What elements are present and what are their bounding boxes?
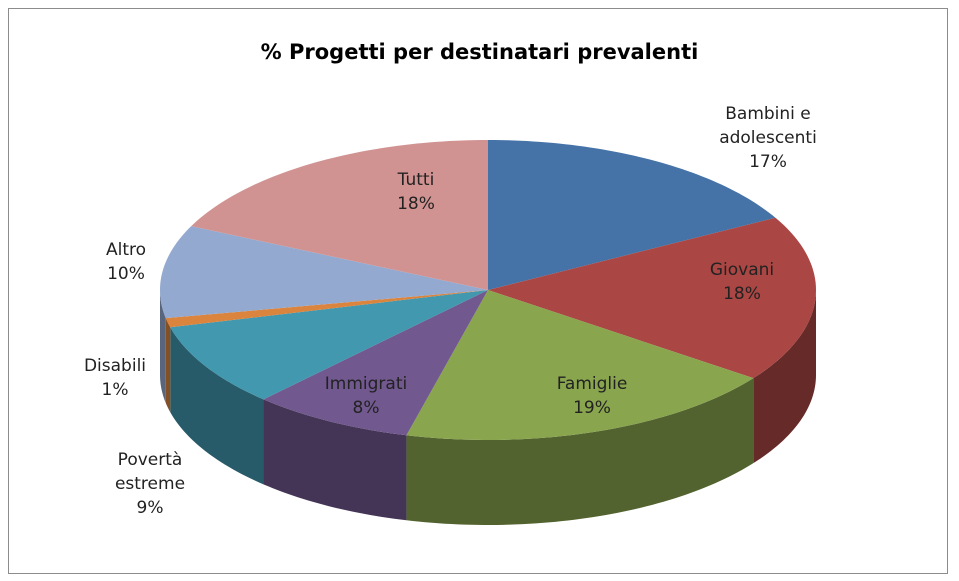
slice-side <box>160 290 166 404</box>
slice <box>165 290 488 328</box>
slice <box>263 290 488 436</box>
slice <box>191 140 488 290</box>
percent-label: 18% <box>397 194 435 214</box>
slice <box>170 290 489 400</box>
slice-side <box>406 378 754 525</box>
percent-label: 8% <box>352 398 380 418</box>
slice <box>488 140 776 290</box>
category-label: Giovani <box>709 260 775 280</box>
category-label: Altro <box>105 240 147 260</box>
percent-label: 18% <box>723 284 761 304</box>
slice-side <box>170 327 264 485</box>
data-label: Immigrati 8% <box>296 372 436 420</box>
category-label: Bambini e adolescenti <box>719 104 817 148</box>
category-label: Disabili <box>83 356 147 376</box>
slice-side <box>165 318 171 413</box>
percent-label: 9% <box>136 498 164 518</box>
percent-label: 17% <box>749 152 787 172</box>
slice-side <box>753 290 816 464</box>
data-label: Tutti 18% <box>346 168 486 216</box>
percent-label: 19% <box>573 398 611 418</box>
chart-frame <box>8 8 948 574</box>
percent-label: 10% <box>107 264 145 284</box>
slice <box>406 290 754 440</box>
category-label: Famiglie <box>556 374 628 394</box>
data-label: Altro 10% <box>56 238 196 286</box>
data-label: Povertà estreme 9% <box>105 448 195 520</box>
category-label: Povertà estreme <box>114 450 186 494</box>
slice <box>160 226 488 319</box>
data-label: Famiglie 19% <box>522 372 662 420</box>
category-label: Tutti <box>397 170 435 190</box>
chart-title: % Progetti per destinatari prevalenti <box>260 40 699 64</box>
slice-side <box>263 399 407 521</box>
percent-label: 1% <box>101 380 129 400</box>
data-label: Disabili 1% <box>45 354 185 402</box>
data-label: Giovani 18% <box>672 258 812 306</box>
slice <box>488 217 816 379</box>
data-label: Bambini e adolescenti 17% <box>706 102 831 174</box>
category-label: Immigrati <box>324 374 408 394</box>
